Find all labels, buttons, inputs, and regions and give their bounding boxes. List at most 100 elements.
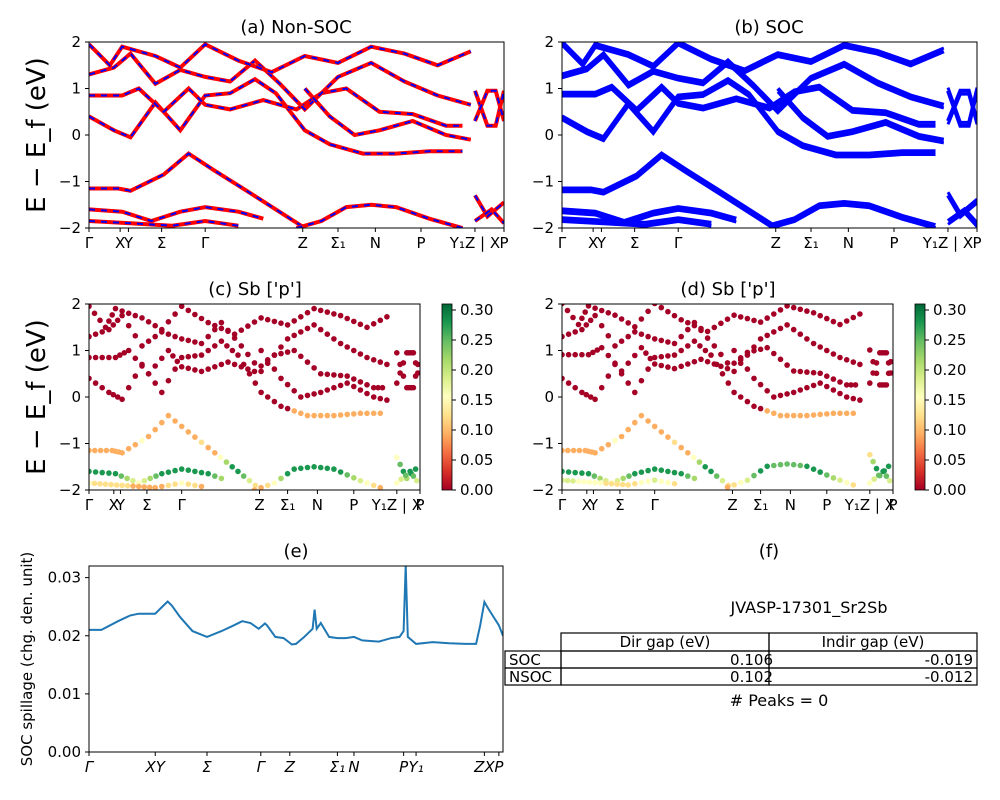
band-point [671, 480, 678, 487]
band-line [562, 83, 936, 124]
band-point [125, 384, 132, 391]
band-point [698, 325, 704, 332]
band-point [570, 478, 576, 484]
band-point [804, 336, 810, 342]
band-point [119, 396, 125, 403]
band-point [771, 350, 777, 357]
band-point [130, 483, 136, 489]
band-point [572, 384, 578, 391]
band-point [638, 344, 645, 351]
band-point [170, 353, 176, 359]
band-point [397, 461, 403, 468]
panel-b-title: (b) SOC [734, 17, 803, 38]
y-tick-label: −1 [59, 173, 81, 191]
band-point [575, 321, 582, 328]
band-point [632, 329, 638, 335]
band-point [562, 447, 565, 454]
band-point [731, 482, 737, 488]
band-point [324, 309, 331, 315]
band-point [691, 358, 698, 365]
peaks-label: # Peaks = 0 [730, 691, 829, 710]
band-point [311, 464, 317, 470]
band-point [298, 353, 304, 360]
band-point [572, 351, 578, 358]
band-point [704, 328, 711, 335]
band-point [751, 472, 757, 479]
band-point [258, 389, 264, 396]
band-point [231, 361, 238, 368]
band-point [731, 389, 737, 396]
band-point [317, 307, 324, 314]
band-point [830, 410, 837, 417]
band-line [562, 76, 936, 156]
band-point [618, 433, 625, 440]
band-point [737, 394, 744, 400]
band-point [625, 320, 631, 326]
band-point [375, 384, 381, 391]
band-point [790, 368, 797, 374]
axes-frame [88, 303, 421, 491]
band-point [89, 480, 92, 486]
y-tick-label: −2 [59, 219, 81, 237]
band-point [625, 333, 631, 340]
band-point [205, 366, 211, 372]
band-point [110, 391, 117, 398]
band-point [331, 311, 337, 317]
band-point [585, 351, 592, 358]
band-point [777, 325, 784, 332]
band-point [394, 380, 400, 386]
band-point [304, 309, 311, 316]
band-point [817, 370, 823, 377]
band-point [837, 390, 843, 397]
colorbar-tick-label: 0.00 [460, 481, 493, 499]
band-point [867, 380, 873, 386]
band-point [885, 360, 892, 366]
band-point [592, 305, 598, 312]
band-point [671, 340, 678, 347]
band-point [337, 340, 344, 347]
band-point [231, 331, 238, 338]
band-point [850, 395, 857, 402]
x-tick-label: Y [596, 234, 607, 252]
band-point [357, 321, 364, 328]
y-tick-label: 0.02 [48, 627, 81, 645]
band-point [124, 482, 131, 489]
band-point [771, 311, 777, 317]
band-point [291, 408, 298, 414]
band-point [665, 479, 671, 486]
band-point [212, 322, 218, 329]
x-tick-label: Z [727, 496, 737, 514]
x-tick-label: Z [284, 758, 296, 776]
band-point [291, 388, 298, 394]
band-point [132, 312, 139, 319]
band-point [632, 470, 638, 477]
table-col-indir: Indir gap (eV) [822, 633, 925, 651]
band-point [731, 360, 737, 367]
band-point [608, 480, 615, 487]
band-point [562, 351, 565, 358]
band-point [592, 479, 598, 486]
band-point [671, 365, 678, 372]
band-point [324, 387, 331, 393]
band-point [585, 470, 592, 477]
table-cell: -0.012 [925, 668, 973, 686]
band-point [651, 336, 658, 342]
band-point [564, 307, 571, 314]
band-point [198, 483, 205, 490]
band-point [192, 482, 198, 489]
band-point [97, 317, 103, 324]
band-point [245, 366, 251, 372]
band-point [377, 395, 384, 402]
band-point [870, 458, 876, 465]
band-point [284, 349, 291, 355]
band-point [317, 371, 324, 377]
band-point [572, 329, 578, 335]
band-point [357, 410, 364, 417]
band-point [612, 437, 618, 444]
band-point [665, 468, 671, 475]
band-point [125, 310, 132, 317]
band-point [264, 394, 271, 400]
band-point [718, 351, 724, 358]
panel-c-title: (c) Sb ['p'] [208, 279, 302, 300]
band-point [351, 411, 357, 417]
